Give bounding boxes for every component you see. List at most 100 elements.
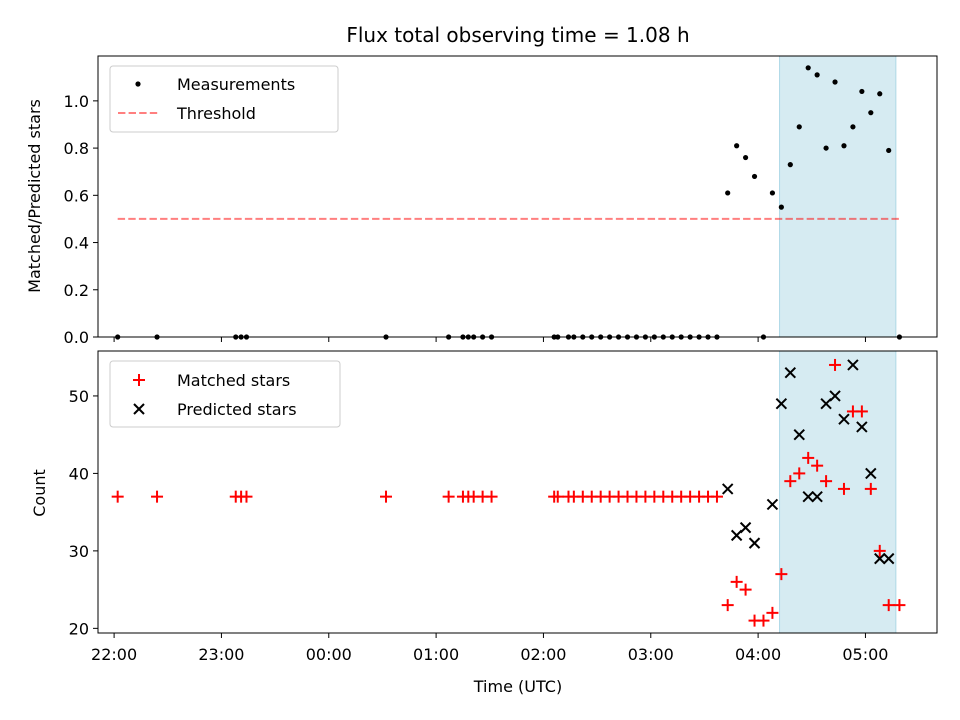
predicted-star-point [802,490,814,503]
top-chart-title: Flux total observing time = 1.08 h [346,23,689,47]
matched-star-point [757,614,770,627]
bottom-x-ticks: 22:00 23:00 00:00 01:00 02:00 03:00 04:00 05:00 [91,633,888,664]
legend-predicted-marker [133,403,145,415]
matched-star-point [551,490,564,503]
y-tick-label: 50 [69,387,89,406]
predicted-star-point [865,467,877,480]
matched-star-point [151,490,164,503]
y-tick-label: 1.0 [64,92,89,111]
top-y-ticks: 0.0 0.2 0.4 0.6 0.8 1.0 [64,92,98,347]
predicted-star-point [730,529,743,542]
y-tick-label: 0.8 [64,139,89,158]
predicted-star-point [721,483,734,495]
matched-star-point [864,482,877,495]
bottom-y-axis-label: Count [30,469,49,517]
matched-star-point [710,490,723,503]
measurement-point [725,190,731,196]
measurement-point [796,124,802,130]
predicted-star-point [882,552,895,565]
top-legend-box [109,65,339,133]
predicted-star-point [856,421,868,433]
matched-star-point [893,599,906,612]
top-legend: Measurements Threshold [109,65,339,133]
bottom-legend-box [109,360,341,428]
matched-star-point [829,358,842,371]
x-axis-label: Time (UTC) [473,677,562,696]
y-tick-label: 40 [69,464,89,483]
bottom-panel: 20 30 40 50 22:00 23:00 00:00 01:00 02:00 03:00 0… [30,350,938,696]
matched-star-point [739,583,752,596]
measurement-point [886,147,892,154]
matched-star-point [240,490,253,503]
matched-star-point [802,451,815,464]
measurement-point [859,88,865,95]
bottom-axes-frame [97,350,938,634]
y-tick-label: 0.6 [64,186,89,205]
legend-threshold-label: Threshold [176,104,256,123]
measurement-point [850,124,856,130]
measurement-point [778,204,784,210]
measurement-point [823,145,829,151]
measurement-point [751,173,758,180]
legend-matched-label: Matched stars [177,371,290,390]
measurement-point [814,72,820,78]
matched-star-point [766,606,779,619]
predicted-star-point [793,428,805,441]
matched-star-point [442,490,455,503]
predicted-star-point [739,521,752,534]
matched-star-point [784,475,797,488]
measurement-point [832,79,838,85]
measurement-point [787,162,793,168]
bottom-legend: Matched stars Predicted stars [109,360,341,428]
predicted-star-point [748,537,761,549]
bottom-y-ticks: 20 30 40 50 [69,387,98,638]
predicted-star-point [775,397,788,410]
x-tick-label: 22:00 [91,645,137,664]
predicted-star-point [820,397,832,410]
measurement-point [805,65,811,71]
predicted-star-point [766,498,779,511]
measurement-point [742,154,749,161]
matched-star-point [811,459,824,472]
measurement-point [734,143,740,149]
top-axes-frame [97,55,938,338]
matched-star-point [380,490,393,503]
x-tick-label: 02:00 [520,645,566,664]
x-tick-label: 04:00 [735,645,781,664]
top-x-ticks [113,337,866,342]
y-tick-label: 0.0 [64,328,89,347]
y-tick-label: 0.4 [64,234,89,253]
top-y-axis-label: Matched/Predicted stars [25,99,44,293]
matched-star-point [837,482,850,495]
matched-star-point [820,475,833,488]
matched-star-point [793,467,806,480]
matched-star-point [775,568,788,581]
matched-star-point [485,490,498,503]
matched-star-point [855,405,868,418]
matched-star-point [873,544,886,557]
x-tick-label: 01:00 [413,645,459,664]
x-tick-label: 00:00 [306,645,352,664]
legend-matched-marker [133,374,145,386]
predicted-star-point [847,359,859,371]
legend-predicted-label: Predicted stars [177,400,297,419]
predicted-stars-points [721,359,895,565]
matched-stars-points [111,358,906,627]
top-highlight-span [779,55,897,338]
predicted-star-point [838,413,850,425]
predicted-star-point [829,390,841,402]
predicted-star-point [784,366,797,379]
top-panel: 0.0 0.2 0.4 0.6 0.8 1.0 Flux total observing … [25,23,938,347]
predicted-star-point [874,552,886,565]
measurement-point [769,190,776,196]
legend-measurements-marker [135,81,141,87]
y-tick-label: 0.2 [64,281,89,300]
predicted-star-point [811,490,823,503]
legend-measurements-label: Measurements [177,75,295,94]
matched-star-point [730,575,743,588]
measurement-point [868,110,874,116]
matched-star-point [111,490,124,503]
matched-star-point [882,599,895,612]
x-tick-label: 23:00 [198,645,244,664]
